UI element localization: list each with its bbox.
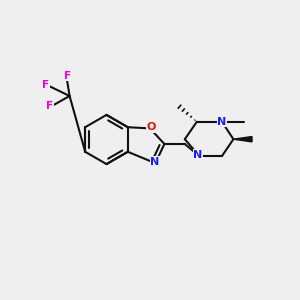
Polygon shape xyxy=(233,136,252,142)
Text: F: F xyxy=(64,70,71,81)
Text: N: N xyxy=(218,117,226,127)
Text: N: N xyxy=(150,157,159,167)
Text: F: F xyxy=(46,101,53,111)
Text: O: O xyxy=(147,122,156,133)
Text: F: F xyxy=(42,80,50,90)
Text: N: N xyxy=(194,149,202,160)
